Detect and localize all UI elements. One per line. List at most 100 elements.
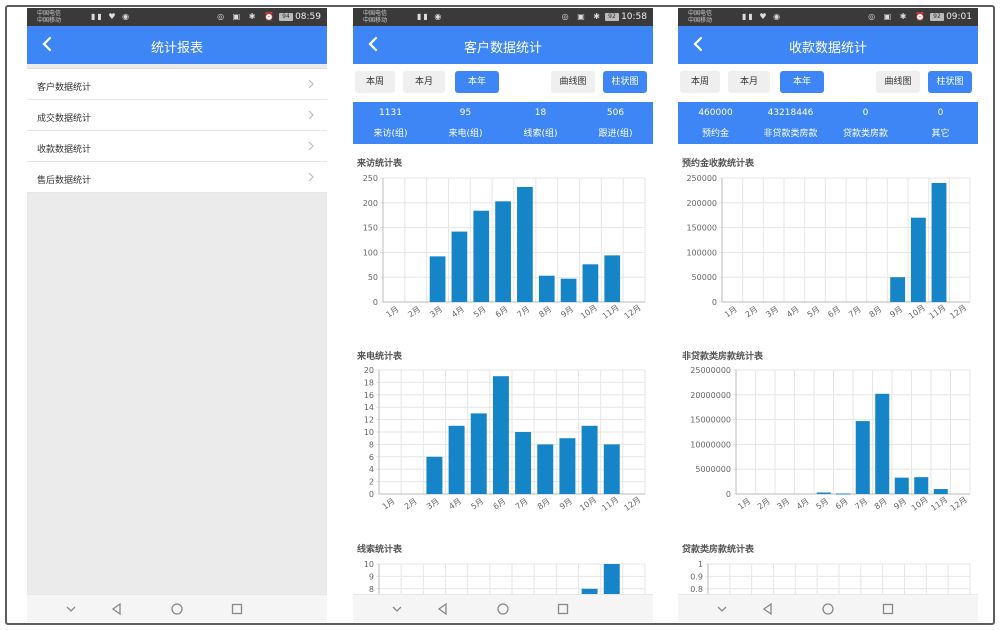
recent-apps-icon[interactable] [555,601,571,617]
charts-scroll-area[interactable]: 来访统计表 0 50 100 150 200 250 1月 2月 3月 4月 5月 6月 7月 8月 9月 1… [353,144,653,594]
back-triangle-icon[interactable] [435,601,451,617]
back-icon[interactable] [37,34,57,54]
bar-5月 [473,210,490,302]
x-tick-label: 11月 [600,495,620,513]
y-tick-label: 8 [369,585,374,594]
x-tick-label: 6月 [834,497,850,512]
x-tick-label: 1月 [736,497,752,512]
bar-4月 [448,425,465,494]
chevron-down-icon[interactable] [714,601,730,617]
y-tick-label: 20 [364,366,374,375]
clock: 10:58 [621,12,647,22]
y-tick-label: 0 [369,490,374,499]
menu-item-customer-stats[interactable]: 客户数据统计 [27,69,327,100]
calls-bar-chart: 0 2 4 6 8 10 12 14 16 18 20 1月 2月 3月 4月 5月 6月 7月 8月 9月 10月 11… [364,366,646,513]
y-tick-label: 18 [364,378,374,387]
stat-label: 线索(组) [523,129,558,139]
bar-7月 [515,432,532,494]
filter-tabs: 本周 本月 本年 曲线图 柱状图 [353,64,653,102]
stat-value: 0 [862,108,869,118]
stat-calls: 95 来电(组) [428,108,503,139]
tab-year[interactable]: 本年 [780,71,824,93]
home-circle-icon[interactable] [495,601,511,617]
leads-bar-chart: 78910 [364,560,646,594]
bar-6月 [492,376,509,494]
y-tick-label: 0.8 [690,585,703,594]
bar-8月 [537,444,554,494]
y-tick-label: 10 [364,428,374,437]
bar-4月 [451,231,468,302]
back-triangle-icon[interactable] [760,601,776,617]
bar-11月 [931,182,947,302]
tab-week[interactable]: 本周 [355,71,395,93]
carrier-info: 中国电信 中国移动 [688,10,712,24]
recent-apps-icon[interactable] [229,601,245,617]
chart-title-loan: 贷款类房款统计表 [682,545,755,555]
page-title: 收款数据统计 [788,41,867,56]
bar-chart-button[interactable]: 柱状图 [603,71,647,93]
x-tick-label: 3月 [428,305,444,320]
tab-week[interactable]: 本周 [680,71,720,93]
x-tick-label: 11月 [601,303,621,321]
y-tick-label: 12 [364,416,374,425]
back-icon[interactable] [363,34,383,54]
chevron-down-icon[interactable] [389,601,405,617]
back-triangle-icon[interactable] [109,601,125,617]
x-tick-label: 8月 [873,497,889,512]
y-tick-label: 150 [363,224,378,233]
chart-title-calls: 来电统计表 [357,352,403,362]
line-chart-button[interactable]: 曲线图 [551,71,595,93]
y-tick-label: 200000 [686,199,717,208]
x-tick-label: 2月 [756,497,772,512]
x-tick-label: 2月 [406,305,422,320]
x-tick-label: 9月 [559,305,575,320]
bar-chart-button[interactable]: 柱状图 [928,71,972,93]
summary-stats: 460000 预约金 43218446 非贷款类房款 0 贷款类房款 0 其它 [678,102,978,144]
x-tick-label: 10月 [910,495,930,513]
carrier-2: 中国移动 [363,17,388,24]
chevron-down-icon[interactable] [63,601,79,617]
deposit-bar-chart: 0 50000 100000 150000 200000 250000 1月 2月 3月 4月 5月… [686,174,971,321]
x-tick-label: 2月 [403,497,419,512]
system-icons: ◎ ▣ ✱ [561,12,603,21]
stat-label: 预约金 [701,129,729,139]
y-tick-label: 1 [698,560,703,569]
status-bar: 中国电信 中国移动 ▮▮ ♥ ◉ ◎ ▣ ✱ ⏰ 92 09:01 [678,8,978,26]
carrier-info: 中国电信 中国移动 [37,10,61,24]
menu-item-deal-stats[interactable]: 成交数据统计 [27,100,327,131]
back-icon[interactable] [688,34,708,54]
menu-item-payment-stats[interactable]: 收款数据统计 [27,131,327,162]
bar-10月 [910,217,926,302]
line-chart-button[interactable]: 曲线图 [876,71,920,93]
signal-icon: ▮▮ ♥ ◉ [91,12,132,21]
menu-item-aftersales-stats[interactable]: 售后数据统计 [27,162,327,193]
bar-9月 [894,477,909,494]
bar-5月 [470,413,487,494]
tab-year[interactable]: 本年 [455,71,499,93]
charts-scroll-area[interactable]: 预约金收款统计表 0 50000 100000 150000 200000 250000 1… [678,144,978,594]
x-tick-label: 3月 [775,497,791,512]
chevron-right-icon [308,141,314,151]
x-tick-label: 7月 [853,497,869,512]
x-tick-label: 10月 [578,495,598,513]
bar-10月 [582,264,599,302]
bar-9月 [559,438,576,494]
x-tick-label: 5月 [814,497,830,512]
y-tick-label: 0 [712,298,717,307]
recent-apps-icon[interactable] [880,601,896,617]
carrier-2: 中国移动 [688,17,713,24]
home-circle-icon[interactable] [169,601,185,617]
stat-label: 贷款类房款 [842,129,888,139]
tab-month[interactable]: 本月 [403,71,445,93]
stat-value: 460000 [698,108,733,118]
y-tick-label: 25000000 [690,366,731,375]
system-nav-bar [678,594,978,622]
y-tick-label: 2 [369,478,374,487]
tab-month[interactable]: 本月 [728,71,770,93]
bar-9月 [560,278,577,302]
bar-11月 [603,444,620,494]
x-tick-label: 11月 [928,303,948,321]
x-tick-label: 2月 [744,305,760,320]
home-circle-icon[interactable] [820,601,836,617]
y-tick-label: 10000000 [690,440,731,449]
